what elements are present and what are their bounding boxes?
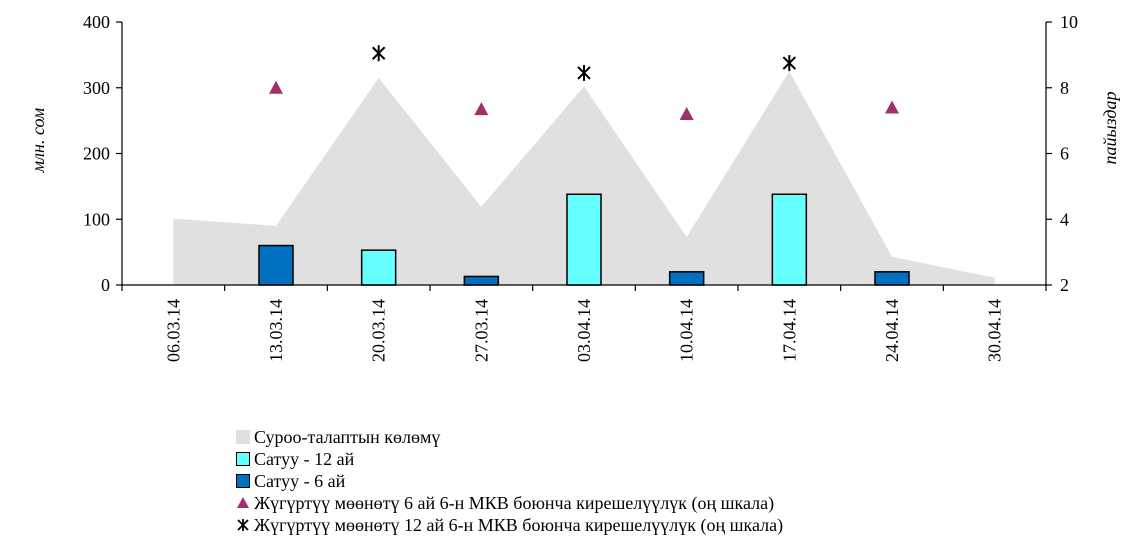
x-tick-label: 24.04.14 bbox=[882, 299, 902, 362]
y-left-tick-label: 100 bbox=[83, 209, 110, 229]
y-left-tick-label: 300 bbox=[83, 78, 110, 98]
y-left-tick-label: 200 bbox=[83, 144, 110, 164]
y-right-tick-label: 8 bbox=[1060, 78, 1069, 98]
y-right-tick-label: 2 bbox=[1060, 275, 1069, 295]
legend-label-sales-12m: Сатуу - 12 ай bbox=[254, 449, 355, 469]
bar-sales-12m-4 bbox=[566, 193, 602, 286]
bar-sales-12m-6 bbox=[771, 193, 808, 286]
legend-label-yield-6m: Жүгүртүү мөөнөтү 6 ай 6-н МКВ боюнча кир… bbox=[254, 493, 775, 513]
legend-swatch-area bbox=[236, 430, 250, 444]
legend-label-demand: Суроо-талаптын көлөмү bbox=[254, 427, 441, 447]
marker-yield-6m-5 bbox=[679, 107, 694, 121]
x-tick-label: 06.03.14 bbox=[163, 299, 183, 362]
y-axis-left-title: млн. сом bbox=[28, 107, 48, 173]
bar-sales-6m-3 bbox=[463, 275, 500, 286]
legend-item-sales-12m: Сатуу - 12 ай bbox=[236, 448, 783, 470]
legend-item-yield-12m: Жүгүртүү мөөнөтү 12 ай 6-н МКВ боюнча ки… bbox=[236, 514, 783, 536]
marker-yield-12m-6 bbox=[782, 55, 797, 72]
bar-sales-6m-5 bbox=[668, 271, 705, 286]
marker-yield-6m-3 bbox=[474, 102, 489, 116]
x-tick-label: 10.04.14 bbox=[677, 299, 697, 362]
legend-triangle-icon bbox=[236, 496, 250, 510]
x-tick-label: 30.04.14 bbox=[985, 299, 1005, 362]
marker-yield-6m-7 bbox=[885, 100, 899, 114]
bar-sales-12m-2 bbox=[360, 249, 397, 286]
x-tick-label: 13.03.14 bbox=[266, 299, 286, 362]
marker-yield-6m-1 bbox=[269, 80, 283, 94]
marker-yield-12m-2 bbox=[371, 45, 386, 62]
legend-label-sales-6m: Сатуу - 6 ай bbox=[254, 471, 346, 491]
legend-swatch-bar6 bbox=[236, 474, 250, 488]
legend-item-sales-6m: Сатуу - 6 ай bbox=[236, 470, 783, 492]
legend-item-demand: Суроо-талаптын көлөмү bbox=[236, 426, 783, 448]
y-right-tick-label: 4 bbox=[1060, 209, 1069, 229]
y-left-tick-label: 400 bbox=[83, 12, 110, 32]
bar-sales-6m-1 bbox=[258, 244, 294, 286]
legend-label-yield-12m: Жүгүртүү мөөнөтү 12 ай 6-н МКВ боюнча ки… bbox=[254, 515, 784, 535]
legend-swatch-bar12 bbox=[236, 452, 250, 466]
combo-chart: 0 100 200 300 400 2 4 6 8 10 06.03.14 13.03.14 20.03… bbox=[28, 12, 1120, 362]
marker-yield-12m-4 bbox=[577, 64, 591, 81]
legend-star-icon bbox=[236, 518, 250, 532]
y-right-tick-label: 10 bbox=[1060, 12, 1078, 32]
y-left-tick-label: 0 bbox=[101, 275, 110, 295]
y-axis-right-title: пайыздар bbox=[1100, 91, 1120, 164]
y-right-tick-label: 6 bbox=[1060, 144, 1069, 164]
x-tick-label: 27.03.14 bbox=[471, 299, 491, 362]
bar-sales-6m-7 bbox=[874, 271, 910, 286]
legend-item-yield-6m: Жүгүртүү мөөнөтү 6 ай 6-н МКВ боюнча кир… bbox=[236, 492, 783, 514]
x-tick-label: 17.04.14 bbox=[779, 299, 799, 362]
legend: Суроо-талаптын көлөмү Сатуу - 12 ай Сату… bbox=[236, 426, 783, 536]
x-tick-label: 03.04.14 bbox=[574, 299, 594, 362]
x-tick-label: 20.03.14 bbox=[369, 299, 389, 362]
